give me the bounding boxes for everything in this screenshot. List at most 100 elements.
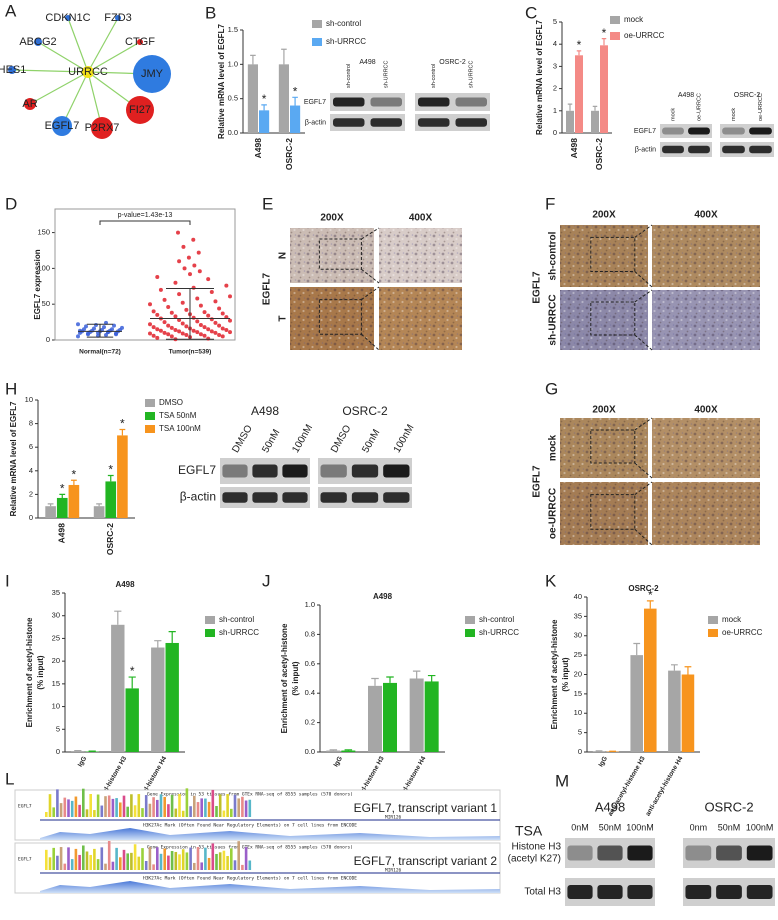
dot — [114, 332, 118, 337]
y-tick-label: 15 — [52, 679, 60, 688]
y-tick-label: 5 — [553, 17, 557, 26]
y-tick-label: 0.5 — [228, 94, 238, 103]
dot — [220, 334, 225, 339]
node — [115, 15, 121, 21]
ihc-texture — [290, 287, 374, 350]
dot — [198, 322, 203, 327]
node-label: FZD3 — [104, 12, 132, 24]
y-axis-label: Enrichment of acetyl-histone — [550, 619, 559, 729]
dot — [182, 266, 187, 271]
blot-band — [746, 885, 773, 899]
expression-bar — [63, 797, 67, 817]
y-tick-label: 35 — [574, 611, 582, 620]
y-axis-label: (% input) — [561, 657, 570, 692]
expression-bar — [144, 861, 148, 870]
legend-swatch — [205, 616, 215, 624]
dot — [217, 323, 222, 328]
expression-bar — [237, 841, 240, 870]
expression-bar — [233, 860, 237, 870]
magnification-label: 400X — [409, 213, 433, 224]
expression-bar — [248, 799, 252, 817]
expression-bar — [137, 856, 141, 870]
error-bar — [128, 676, 136, 689]
expression-bar — [78, 804, 81, 817]
dot — [155, 335, 160, 340]
x-tick-label: Tumor(n=539) — [169, 349, 212, 356]
bar — [368, 685, 382, 752]
legend-label: DMSO — [159, 398, 183, 407]
treatment-label: TSA — [515, 823, 543, 839]
bar — [326, 750, 341, 752]
ihc-texture — [652, 418, 760, 478]
zoom-box — [590, 494, 636, 530]
expression-bar — [52, 847, 55, 870]
x-tick-label: OSRC-2 — [594, 138, 604, 170]
bar — [45, 506, 56, 518]
panel-letter: L — [5, 769, 14, 788]
error-bar — [386, 676, 394, 683]
lane-label: sh-URRCC — [384, 60, 390, 88]
bar — [125, 688, 139, 752]
gene-label: EGFL7 — [18, 857, 32, 863]
y-tick-label: 0 — [29, 513, 33, 522]
expression-bar — [226, 856, 229, 870]
expression-bar — [163, 796, 166, 817]
blot-band — [567, 885, 593, 899]
expression-bar — [163, 848, 166, 870]
row-label: sh-URRCC — [548, 294, 559, 345]
blot-band — [688, 145, 710, 154]
dot — [166, 332, 171, 337]
dot — [173, 280, 178, 285]
zoom-lines — [361, 227, 380, 284]
error-bar — [119, 428, 126, 436]
error-bar — [344, 749, 353, 751]
y-axis-label: Enrichment of acetyl-histone — [280, 623, 289, 733]
dot — [228, 318, 232, 323]
error-bar — [47, 503, 54, 507]
blot-band — [418, 97, 450, 107]
panel-letter: B — [205, 3, 216, 22]
node — [133, 55, 171, 93]
dot — [188, 272, 192, 277]
dot — [166, 323, 171, 328]
expression-bar — [67, 847, 70, 870]
expression-bar — [133, 844, 137, 870]
dot — [181, 244, 186, 249]
expression-bar — [130, 852, 133, 870]
y-tick-label: 1.5 — [228, 25, 238, 34]
expression-bar — [193, 862, 196, 870]
panel-letter: M — [555, 771, 569, 790]
expression-bar — [178, 854, 181, 870]
blot-band — [370, 97, 402, 107]
blot-band — [455, 118, 487, 127]
dot — [102, 325, 106, 330]
legend-swatch — [312, 20, 322, 28]
legend-label: sh-control — [326, 19, 361, 28]
y-tick-label: 0 — [56, 747, 60, 756]
blot-group-label: OSRC-2 — [704, 799, 753, 814]
legend-label: sh-URRCC — [219, 628, 259, 637]
panel-letter: K — [545, 571, 557, 590]
expression-bar — [207, 857, 211, 870]
node — [24, 98, 36, 110]
error-bar — [86, 323, 114, 338]
dot — [196, 250, 201, 255]
zoom-box — [590, 236, 636, 272]
expression-bar — [222, 810, 226, 817]
y-tick-label: 2 — [553, 84, 557, 93]
y-tick-label: 0.4 — [305, 688, 315, 697]
bar — [424, 681, 439, 752]
y-tick-label: 30 — [52, 611, 60, 620]
zoom-box — [318, 238, 362, 270]
error-bar — [592, 105, 598, 111]
expression-bar — [70, 800, 74, 817]
dot — [177, 329, 182, 334]
expression-bar — [248, 860, 252, 870]
lane-label: sh-URRCC — [469, 60, 475, 88]
y-tick-label: 0.6 — [305, 659, 315, 668]
blot-row-label: EGFL7 — [634, 128, 656, 135]
y-tick-label: 20 — [52, 656, 60, 665]
expression-bar — [48, 857, 52, 870]
bar — [600, 45, 608, 134]
